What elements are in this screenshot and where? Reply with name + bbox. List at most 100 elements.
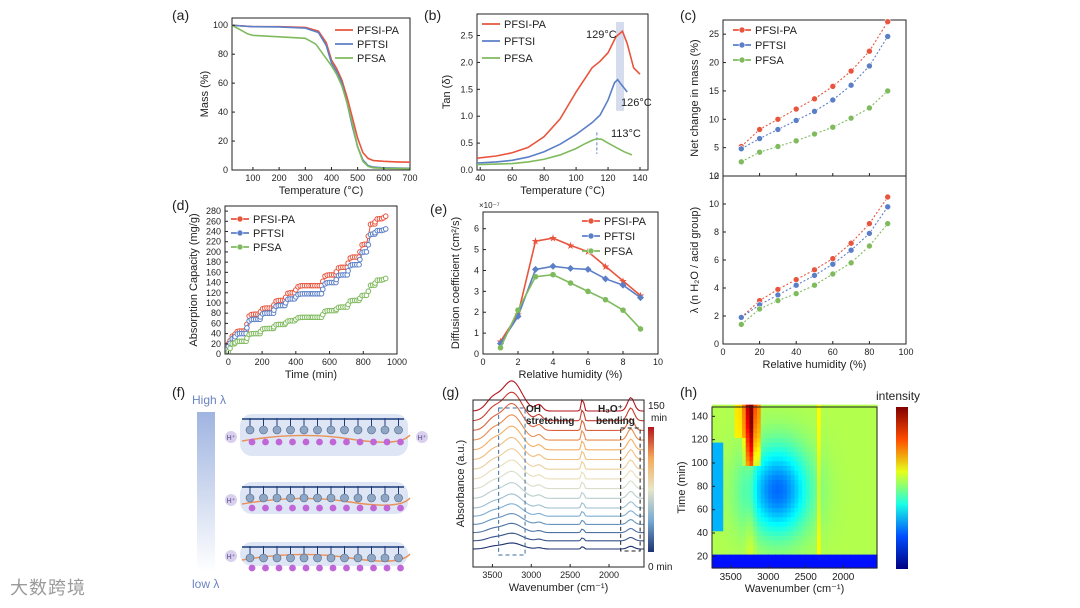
chart-h-cell: [843, 451, 848, 457]
chart-h-cell: [787, 418, 792, 424]
chart-e-point: ★: [531, 237, 540, 248]
chart-h-cell: [745, 526, 751, 532]
chart-h-cell: [839, 470, 844, 476]
chart-d-series-PFSI-PA: [227, 215, 386, 345]
chart-h-cell: [832, 558, 837, 564]
chart-h-cell: [850, 493, 856, 499]
chart-h-cell: [817, 432, 822, 438]
chart-f-low-label: low λ: [192, 577, 219, 591]
chart-h-cell: [760, 437, 766, 443]
chart-f-sulfonate: [259, 425, 268, 435]
chart-h-cell: [753, 502, 758, 508]
chart-h-cell: [832, 507, 837, 513]
chart-f-counter-ion: [316, 504, 323, 512]
chart-c_bottom-point: [829, 260, 837, 268]
chart-h-cell: [858, 474, 863, 480]
chart-h-cell: [843, 446, 848, 452]
chart-h-cell: [820, 544, 826, 550]
chart-e-point: [515, 307, 521, 313]
chart-h-cell: [760, 442, 766, 448]
chart-f-counter-ion: [262, 438, 269, 446]
chart-h-cell: [858, 446, 863, 452]
chart-h-cell: [772, 493, 777, 499]
chart-h-cell: [865, 530, 871, 536]
chart-h-cell: [869, 535, 874, 541]
chart-h-cell: [727, 442, 732, 448]
chart-h-cell: [764, 507, 769, 513]
chart-f-sulfonate: [313, 493, 322, 503]
chart-f-high-label: High λ: [192, 393, 226, 407]
chart-h-cell: [760, 498, 766, 504]
chart-h-cell: [723, 428, 728, 434]
chart-h-cell: [850, 544, 856, 550]
chart-h-cell: [839, 460, 844, 466]
chart-h-cell: [730, 437, 736, 443]
chart-h-cell: [858, 442, 863, 448]
chart-h-cell: [734, 521, 739, 527]
chart-h-cell: [742, 437, 747, 443]
chart-h-cell: [843, 418, 848, 424]
chart-h-cell: [764, 554, 769, 560]
chart-h-cell: [779, 530, 784, 536]
chart-c_bottom-point: [811, 281, 818, 289]
chart-h-cell: [824, 428, 829, 434]
chart-h-cell: [802, 507, 807, 513]
chart-c_top-point: [829, 83, 837, 90]
chart-h-cell: [779, 474, 784, 480]
chart-h-cell: [749, 428, 754, 434]
chart-h-cell: [772, 549, 777, 555]
chart-h-cell: [727, 456, 732, 462]
chart-h-cell: [805, 484, 811, 490]
chart-h-cell: [832, 493, 837, 499]
chart-c_top-point: [866, 104, 873, 112]
chart-f-sulfonate: [272, 425, 282, 435]
chart-h-cell: [824, 549, 829, 555]
chart-h-cell: [723, 549, 728, 555]
chart-c_top-point: [756, 126, 763, 133]
chart-f-counter-ion: [316, 438, 323, 446]
chart-h-cell: [787, 544, 792, 550]
chart-h-cell: [858, 554, 863, 560]
chart-h-cell: [790, 437, 796, 443]
chart-h-cell: [862, 442, 867, 448]
chart-h-cell: [742, 526, 747, 532]
chart-h-cell: [862, 521, 867, 527]
chart-f-sulfonate: [367, 553, 376, 563]
chart-h-cell: [798, 512, 803, 518]
chart-e-point: [567, 264, 574, 272]
chart-c_bottom-point: [774, 291, 782, 299]
chart-h-cell: [869, 530, 874, 536]
chart-h-cell: [730, 549, 736, 555]
chart-h-cell: [783, 558, 788, 564]
chart-h-cell: [798, 544, 803, 550]
chart-h-cell: [757, 507, 762, 513]
chart-h-cell: [850, 432, 856, 438]
chart-h-cell: [757, 558, 762, 564]
chart-h-cell: [805, 428, 811, 434]
chart-c_top-point: [811, 108, 818, 115]
chart-h-cell: [734, 474, 739, 480]
chart-h-cell: [745, 563, 751, 569]
chart-h-cell: [783, 484, 788, 490]
chart-h-cell: [802, 493, 807, 499]
chart-h-cell: [854, 437, 859, 443]
chart-h-cell: [768, 428, 773, 434]
chart-h-cell: [794, 428, 799, 434]
chart-h-cell: [869, 456, 874, 462]
chart-e-legend-text: PFSA: [604, 246, 633, 258]
chart-h-cell: [753, 563, 758, 569]
chart-h-cell: [779, 451, 784, 457]
chart-h-cell: [850, 526, 856, 532]
chart-h-cell: [809, 456, 814, 462]
chart-h-cell: [869, 432, 874, 438]
chart-h-cell: [794, 512, 799, 518]
chart-h-cell: [802, 554, 807, 560]
chart-h-cell: [798, 460, 803, 466]
chart-h-cell: [723, 484, 728, 490]
chart-h-cell: [847, 521, 852, 527]
chart-h-cell: [820, 423, 826, 429]
chart-h-cell: [768, 442, 773, 448]
chart-c_bottom-point: [829, 255, 837, 262]
chart-h-cell: [712, 428, 717, 434]
chart-h-cell: [712, 409, 717, 415]
